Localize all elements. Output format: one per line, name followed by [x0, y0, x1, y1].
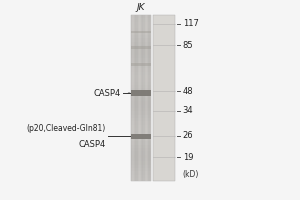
Bar [132, 15, 133, 181]
Bar [143, 15, 145, 181]
Text: CASP4: CASP4 [78, 140, 105, 149]
Bar [131, 105, 152, 108]
Bar [131, 141, 152, 145]
Bar [147, 15, 148, 181]
Text: 26: 26 [183, 131, 193, 140]
Text: (kD): (kD) [183, 170, 199, 179]
Bar [131, 178, 152, 181]
Bar [131, 98, 152, 101]
Bar [131, 121, 152, 125]
Bar [131, 111, 152, 115]
Bar [141, 15, 142, 181]
Bar [131, 161, 152, 165]
Bar [131, 148, 152, 151]
Bar [131, 32, 152, 35]
Bar [131, 42, 152, 45]
Bar [131, 78, 152, 82]
Bar [139, 15, 140, 181]
Bar [150, 15, 152, 181]
Bar [131, 88, 152, 92]
Bar [131, 135, 152, 138]
Bar [131, 38, 152, 42]
Text: (p20,Cleaved-Gln81): (p20,Cleaved-Gln81) [26, 124, 105, 133]
Bar [131, 35, 152, 38]
Bar [131, 15, 132, 181]
Text: 117: 117 [183, 19, 199, 28]
Bar [131, 158, 152, 161]
Bar [134, 15, 135, 181]
Bar [131, 52, 152, 55]
Bar [131, 15, 152, 181]
Text: JK: JK [137, 3, 145, 12]
Bar [131, 65, 152, 68]
Bar [131, 108, 152, 111]
Text: 85: 85 [183, 41, 193, 50]
Bar [149, 15, 150, 181]
Bar [131, 22, 152, 25]
Text: 34: 34 [183, 106, 193, 115]
Bar [131, 131, 152, 135]
Bar [131, 72, 152, 75]
Bar [131, 155, 152, 158]
Bar [131, 92, 152, 95]
Text: 19: 19 [183, 153, 193, 162]
Bar [145, 15, 146, 181]
Bar [153, 15, 175, 181]
Bar [131, 25, 152, 28]
Bar [142, 15, 143, 181]
Bar [131, 58, 152, 62]
Bar [131, 85, 152, 88]
Bar [131, 165, 152, 168]
Bar [131, 151, 152, 155]
Bar [131, 45, 152, 48]
Bar [131, 128, 152, 131]
Bar [131, 115, 152, 118]
Bar [140, 15, 141, 181]
Bar [131, 75, 152, 78]
Bar [146, 15, 147, 181]
Bar [135, 15, 136, 181]
Bar [131, 63, 152, 66]
Bar [131, 125, 152, 128]
Text: CASP4: CASP4 [93, 89, 120, 98]
Bar [133, 15, 134, 181]
Bar [136, 15, 138, 181]
Bar [131, 15, 152, 18]
Bar [138, 15, 139, 181]
Bar [131, 118, 152, 121]
Bar [131, 55, 152, 58]
Bar [131, 90, 152, 96]
Text: 48: 48 [183, 87, 193, 96]
Bar [131, 95, 152, 98]
Bar [131, 62, 152, 65]
Bar [131, 134, 152, 139]
Bar [131, 168, 152, 171]
Bar [131, 138, 152, 141]
Bar [131, 46, 152, 49]
Bar [131, 18, 152, 22]
Bar [131, 171, 152, 175]
Bar [131, 82, 152, 85]
Bar [148, 15, 149, 181]
Bar [131, 101, 152, 105]
Bar [131, 48, 152, 52]
Bar [131, 175, 152, 178]
Bar [131, 28, 152, 32]
Bar [131, 68, 152, 72]
Bar [131, 31, 152, 33]
Bar [131, 145, 152, 148]
